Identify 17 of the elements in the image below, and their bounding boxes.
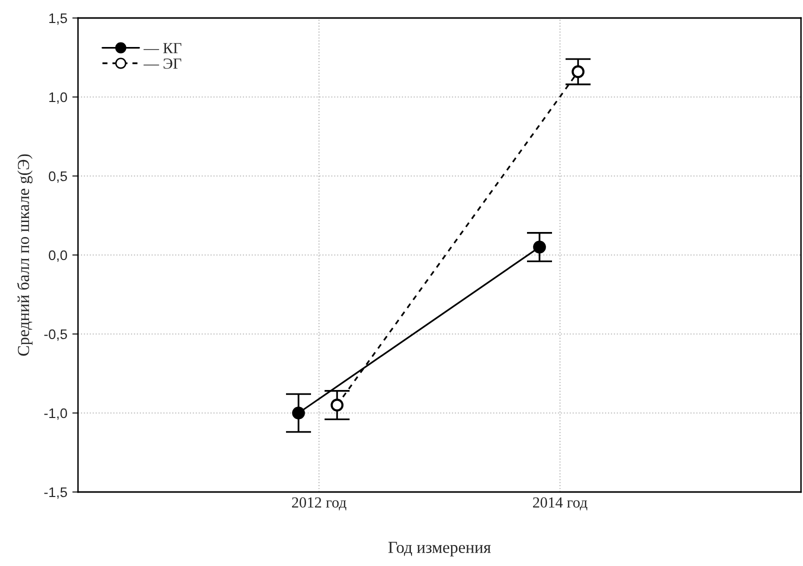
y-tick-label: 0,0 <box>48 250 68 262</box>
point <box>533 240 546 254</box>
y-tick-label: 1,5 <box>49 13 68 25</box>
legend-label: — ЭГ <box>144 58 182 69</box>
point <box>330 398 344 412</box>
x-tick-label: 2014 год <box>533 497 588 510</box>
y-tick-label: 0,5 <box>48 171 68 183</box>
x-tick-label: 2012 год <box>292 497 346 510</box>
y-tick-label: 1,0 <box>49 92 68 104</box>
y-tick-label: -1,0 <box>44 408 68 420</box>
point <box>572 65 584 78</box>
y-tick-label: -0,5 <box>44 329 68 341</box>
legend-label: — КГ <box>144 43 182 54</box>
y-axis-title: Средний балл по шкале g(Э) <box>17 154 33 356</box>
x-axis-title: Год измерения <box>388 542 491 556</box>
point <box>292 406 305 420</box>
y-tick-label: -1,5 <box>44 487 68 499</box>
